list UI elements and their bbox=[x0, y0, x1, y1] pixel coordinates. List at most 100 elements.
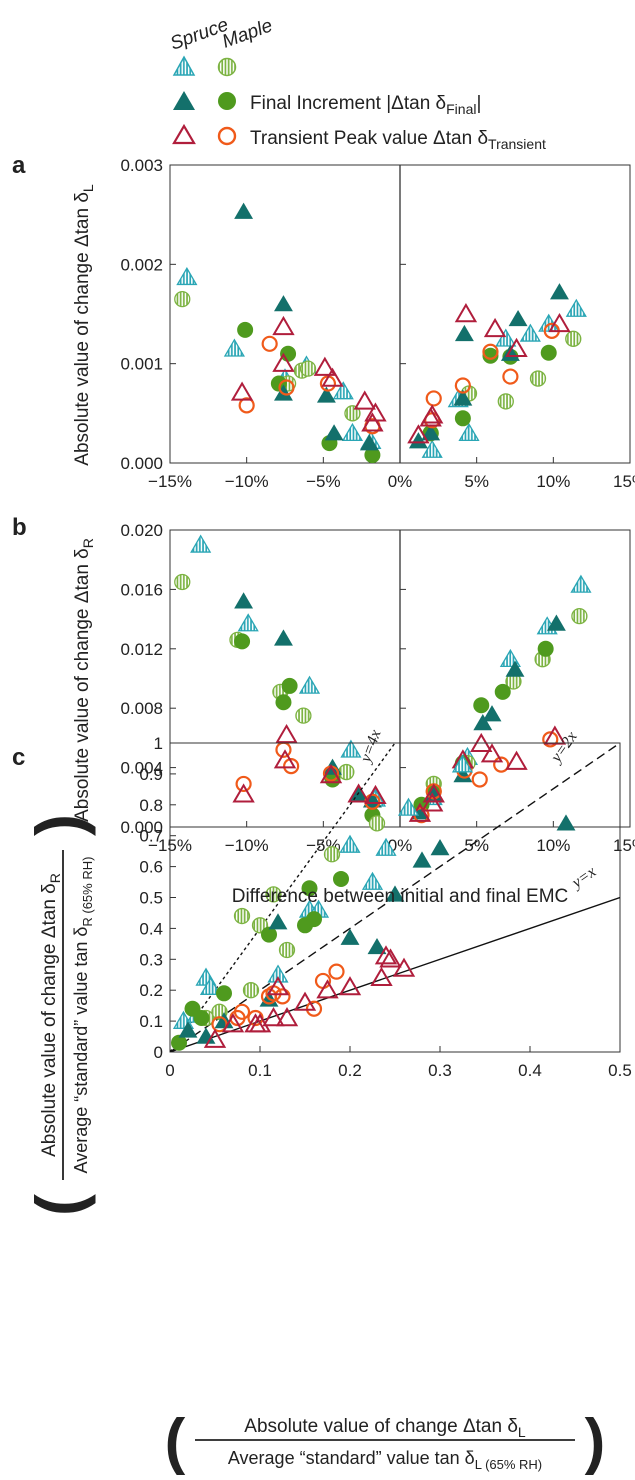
panel-c-xtick-label: 0.5 bbox=[608, 1061, 632, 1080]
panel-a-point-spruce_final_increment bbox=[495, 328, 517, 347]
panel-b-ytick-label: 0.020 bbox=[120, 521, 163, 540]
panel-c-point-maple_final_increment bbox=[323, 846, 341, 863]
panel-b-point-spruce_transient bbox=[422, 783, 445, 803]
panel-b-ytick-label: 0.004 bbox=[120, 759, 163, 778]
legend-marker-spruce-hatch bbox=[172, 55, 196, 76]
panel-c-ref-line-label: y=x bbox=[567, 863, 599, 892]
panel-c-point-maple_final bbox=[261, 926, 277, 943]
panel-c-point-maple_final bbox=[306, 911, 322, 928]
panel-b-ytick-label: 0.000 bbox=[120, 818, 163, 837]
panel-b-ytick-label: 0.016 bbox=[120, 580, 163, 599]
panel-b-point-maple_final_increment bbox=[338, 763, 355, 781]
panel-b-point-spruce_transient bbox=[347, 783, 370, 803]
panel-a-point-spruce_final bbox=[421, 424, 441, 441]
panel-b-ytick-label: 0.008 bbox=[120, 699, 163, 718]
legend-final-text: Final Increment |Δtan δ bbox=[250, 93, 446, 114]
panel-a-xtick-label: 5% bbox=[464, 472, 489, 491]
panel-b-point-spruce_transient bbox=[275, 723, 298, 744]
panel-c-ytick-label: 1 bbox=[154, 734, 163, 753]
panel-a-point-spruce_transient bbox=[505, 337, 528, 357]
panel-c-ref-line bbox=[170, 743, 396, 1052]
panel-c-point-spruce_final_increment bbox=[451, 754, 474, 773]
panel-c-point-spruce_final bbox=[268, 913, 288, 930]
panel-a-point-spruce_final bbox=[408, 432, 428, 449]
panel-c-ytick-label: 0.3 bbox=[139, 950, 163, 969]
panel-c-ytick-label: 0 bbox=[154, 1043, 163, 1062]
panel-b-point-spruce_final_increment bbox=[237, 613, 259, 632]
panel-c-point-maple_transient bbox=[211, 1016, 228, 1033]
panel-b-ylabel-sub: R bbox=[80, 538, 96, 548]
panel-a-ylabel-sub: L bbox=[80, 184, 96, 192]
panel-c-ylabel-paren-right: ) bbox=[22, 814, 96, 836]
panel-c-point-maple_transient bbox=[305, 1000, 323, 1017]
panel-c-xlabel-bottom-sub: L (65% RH) bbox=[475, 1457, 542, 1472]
panel-b-point-maple_final_increment bbox=[571, 607, 588, 625]
panel-a-point-spruce_transient bbox=[483, 317, 507, 338]
panel-c-ytick-label: 0.8 bbox=[139, 796, 163, 815]
panel-a-point-spruce_final bbox=[324, 424, 344, 441]
panel-a-point-maple_transient bbox=[278, 379, 295, 396]
panel-c-point-spruce_final_increment bbox=[199, 976, 222, 995]
panel-b-point-maple_transient bbox=[542, 731, 559, 748]
panel-c-ytick-label: 0.1 bbox=[139, 1012, 163, 1031]
legend-transient-sub: Transient bbox=[488, 136, 546, 152]
panel-c-ylabel-top: Absolute value of change Δtan δR bbox=[39, 873, 63, 1157]
panel-a-point-spruce_final bbox=[454, 324, 474, 342]
panel-letter-c: c bbox=[12, 744, 25, 771]
panel-c-xlabel-top-sub: L bbox=[518, 1424, 526, 1440]
panel-a-point-spruce_final bbox=[508, 309, 528, 327]
panel-a-point-spruce_final bbox=[316, 386, 336, 403]
panel-a-point-spruce_final bbox=[234, 202, 254, 219]
panel-a-xtick-label: 10% bbox=[536, 472, 570, 491]
panel-b-point-spruce_transient bbox=[273, 749, 297, 769]
panel-b-xtick-label: 15% bbox=[613, 836, 635, 855]
panel-c-point-maple_final bbox=[193, 1010, 210, 1027]
panel-b-xlabel: Difference between initial and final EMC bbox=[232, 886, 569, 907]
panel-a-point-spruce_final_increment bbox=[176, 266, 198, 286]
legend-marker-maple-solid bbox=[218, 92, 236, 110]
panel-a-point-spruce_final_increment bbox=[223, 338, 245, 357]
panel-a-point-spruce_transient bbox=[353, 390, 376, 410]
panel-c-ylabel: Absolute value of change Δtan δR Average… bbox=[22, 814, 96, 1216]
panel-c-xlabel: Absolute value of change Δtan δL Average… bbox=[165, 1407, 606, 1476]
panel-c-xtick-label: 0.4 bbox=[518, 1061, 542, 1080]
panel-b-point-spruce_transient bbox=[364, 784, 387, 805]
panel-c-ytick-label: 0.9 bbox=[139, 765, 163, 784]
legend: Spruce Maple Final Increment |Δtan δFina… bbox=[168, 14, 546, 152]
panel-b-point-spruce_final_increment bbox=[298, 675, 321, 694]
panel-a-point-spruce_transient bbox=[230, 381, 254, 401]
panel-a-point-spruce_transient bbox=[548, 312, 571, 333]
panel-letter-b: b bbox=[12, 514, 27, 541]
panel-c-xlabel-paren-right: ) bbox=[585, 1407, 606, 1476]
panel-c-ylabel-top-sub: R bbox=[47, 873, 63, 883]
panel-c-ytick-label: 0.2 bbox=[139, 981, 163, 1000]
panel-b-point-maple_final bbox=[234, 633, 251, 650]
panel-a-point-maple_final bbox=[364, 447, 381, 464]
panel-c-point-maple_final_increment bbox=[242, 982, 260, 999]
panel-b-point-spruce_transient bbox=[319, 764, 343, 784]
panel-a-point-spruce_final bbox=[453, 389, 473, 406]
panel-c-point-spruce_final_increment bbox=[375, 837, 397, 856]
panel-b-series-maple_transient bbox=[235, 731, 559, 824]
panel-c-point-maple_transient bbox=[328, 963, 345, 980]
panel-c-point-spruce_transient bbox=[374, 945, 398, 965]
legend-marker-maple-open bbox=[217, 126, 237, 146]
panel-c-point-maple_final bbox=[333, 870, 349, 887]
panel-a-point-maple_transient bbox=[425, 390, 442, 407]
panel-c-point-maple_final bbox=[216, 985, 232, 1002]
panel-b-point-maple_final bbox=[494, 683, 511, 700]
panel-a-point-spruce_final bbox=[274, 295, 293, 312]
panel-a-xtick-label: −10% bbox=[225, 472, 269, 491]
panel-c-point-spruce_transient bbox=[392, 957, 416, 977]
panel-a-chart: 0.000 0.001 0.002 0.003 −15% −10% −5% 0% 5% 10% 15… bbox=[120, 156, 635, 491]
panel-c-xlabel-top: Absolute value of change Δtan δL bbox=[244, 1416, 526, 1440]
panel-b-xtick-label: 10% bbox=[536, 836, 570, 855]
panel-c-xlabel-bottom-text: Average “standard” value tan δ bbox=[228, 1448, 475, 1468]
panel-a-point-maple_final bbox=[482, 347, 499, 364]
legend-final-suffix: | bbox=[476, 93, 481, 114]
panel-c-ytick-label: 0.6 bbox=[139, 858, 163, 877]
panel-c-xlabel-bottom: Average “standard” value tan δL (65% RH) bbox=[228, 1448, 542, 1472]
panel-c-ylabel-bottom-text: Average “standard” value tan δ bbox=[71, 927, 91, 1174]
panel-a-point-maple_final_increment bbox=[565, 330, 582, 347]
panel-b-ylabel: Absolute value of change Δtan δR bbox=[72, 538, 96, 822]
